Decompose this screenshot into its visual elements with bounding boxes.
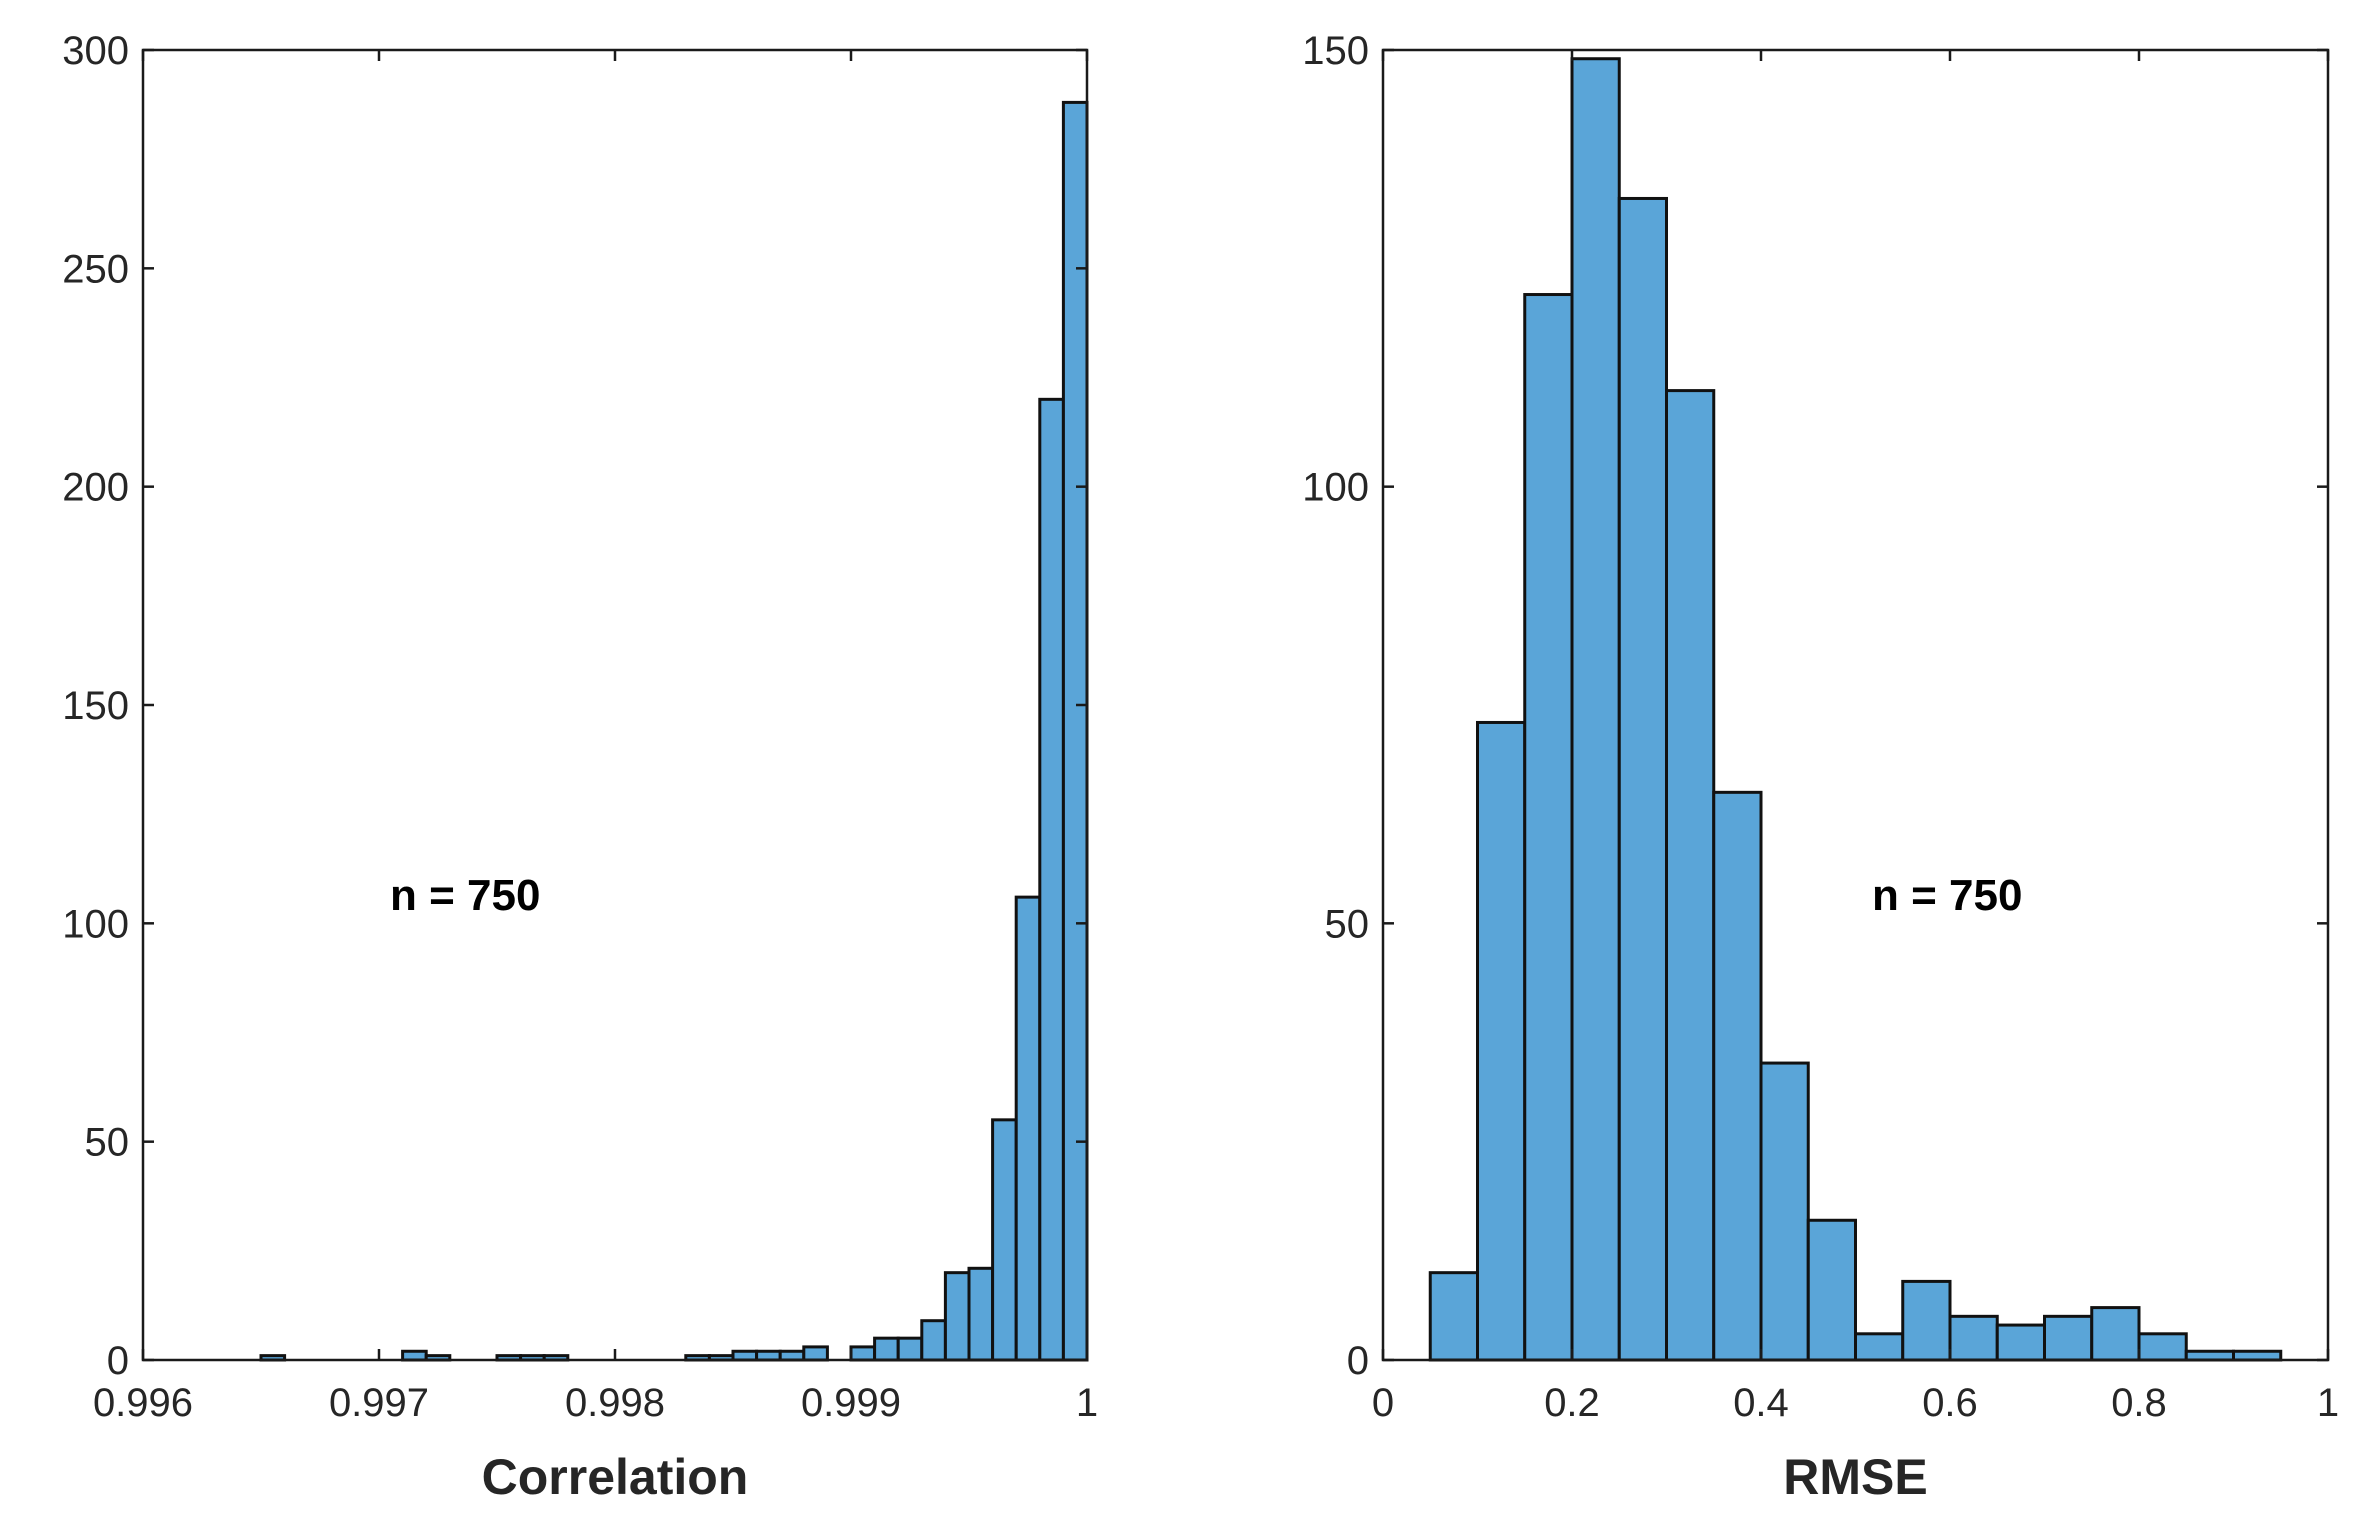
histogram-bar [1617, 196, 1668, 1362]
histogram-bar [849, 1345, 877, 1362]
x-tick-label: 0.997 [329, 1381, 429, 1425]
sample-size-annotation: n = 750 [390, 871, 540, 920]
histogram-bar [401, 1349, 428, 1362]
x-tick-label: 0.6 [1922, 1381, 1978, 1425]
histogram-bar [731, 1349, 759, 1362]
y-tick-label: 50 [1325, 902, 1370, 946]
y-tick-label: 300 [62, 29, 129, 73]
y-tick-label: 150 [62, 684, 129, 728]
x-tick-label: 0.996 [93, 1381, 193, 1425]
histogram-bar [2043, 1314, 2094, 1362]
histogram-bar [1038, 397, 1065, 1362]
x-tick-label: 1 [2317, 1381, 2339, 1425]
histogram-bar [1901, 1279, 1952, 1362]
x-tick-label: 0 [1372, 1381, 1394, 1425]
y-tick-label: 250 [62, 247, 129, 291]
histogram-bar [1570, 57, 1621, 1362]
histogram-bar [1476, 720, 1527, 1362]
histogram-bar [1948, 1314, 1999, 1362]
histogram-bar [967, 1266, 995, 1362]
correlation-histogram: 0.996 0.997 0.998 0.999 1 0 50 100 150 200 250 300… [62, 29, 1098, 1505]
x-tick-label: 0.4 [1733, 1381, 1789, 1425]
histogram-bar [2232, 1349, 2283, 1362]
y-tick-label: 150 [1302, 29, 1369, 73]
histogram-bar [2184, 1349, 2235, 1362]
histogram-bar [896, 1336, 924, 1362]
rmse-histogram: 0 0.2 0.4 0.6 0.8 1 0 50 100 150 RMSE n = 750 [1302, 29, 2339, 1505]
histogram-bar [1014, 895, 1042, 1362]
y-tick-label: 100 [62, 902, 129, 946]
y-tick-label: 0 [107, 1339, 129, 1383]
x-tick-label: 0.998 [565, 1381, 665, 1425]
histogram-bar [2090, 1306, 2141, 1362]
plot-frame [1381, 48, 2330, 1362]
plot-frame [141, 48, 1089, 1362]
histogram-bar [1665, 389, 1716, 1362]
sample-size-annotation: n = 750 [1872, 871, 2022, 920]
histogram-bar [2137, 1332, 2188, 1362]
y-tick-label: 0 [1347, 1339, 1369, 1383]
histogram-bar [1854, 1332, 1905, 1362]
y-tick-label: 200 [62, 466, 129, 510]
x-tick-label: 0.2 [1544, 1381, 1600, 1425]
histogram-bar [943, 1271, 971, 1362]
histogram-bar [1061, 100, 1089, 1362]
histogram-bar [1428, 1271, 1479, 1362]
y-tick-label: 50 [85, 1121, 130, 1165]
histogram-bar [1712, 790, 1763, 1362]
histogram-bar [755, 1349, 782, 1362]
x-axis-label: RMSE [1783, 1449, 1927, 1505]
x-tick-label: 0.999 [801, 1381, 901, 1425]
histogram-bar [1759, 1061, 1810, 1362]
histogram-bar [1806, 1218, 1857, 1362]
x-tick-label: 1 [1076, 1381, 1098, 1425]
x-axis-label: Correlation [482, 1449, 749, 1505]
histogram-bar [1995, 1323, 2046, 1362]
x-tick-label: 0.8 [2111, 1381, 2167, 1425]
histogram-bar [802, 1345, 829, 1362]
histogram-bar [873, 1336, 900, 1362]
histogram-bar [1523, 293, 1574, 1362]
histogram-bar [920, 1319, 947, 1362]
histogram-bar [778, 1349, 806, 1362]
y-tick-label: 100 [1302, 466, 1369, 510]
histogram-bar [991, 1118, 1018, 1362]
